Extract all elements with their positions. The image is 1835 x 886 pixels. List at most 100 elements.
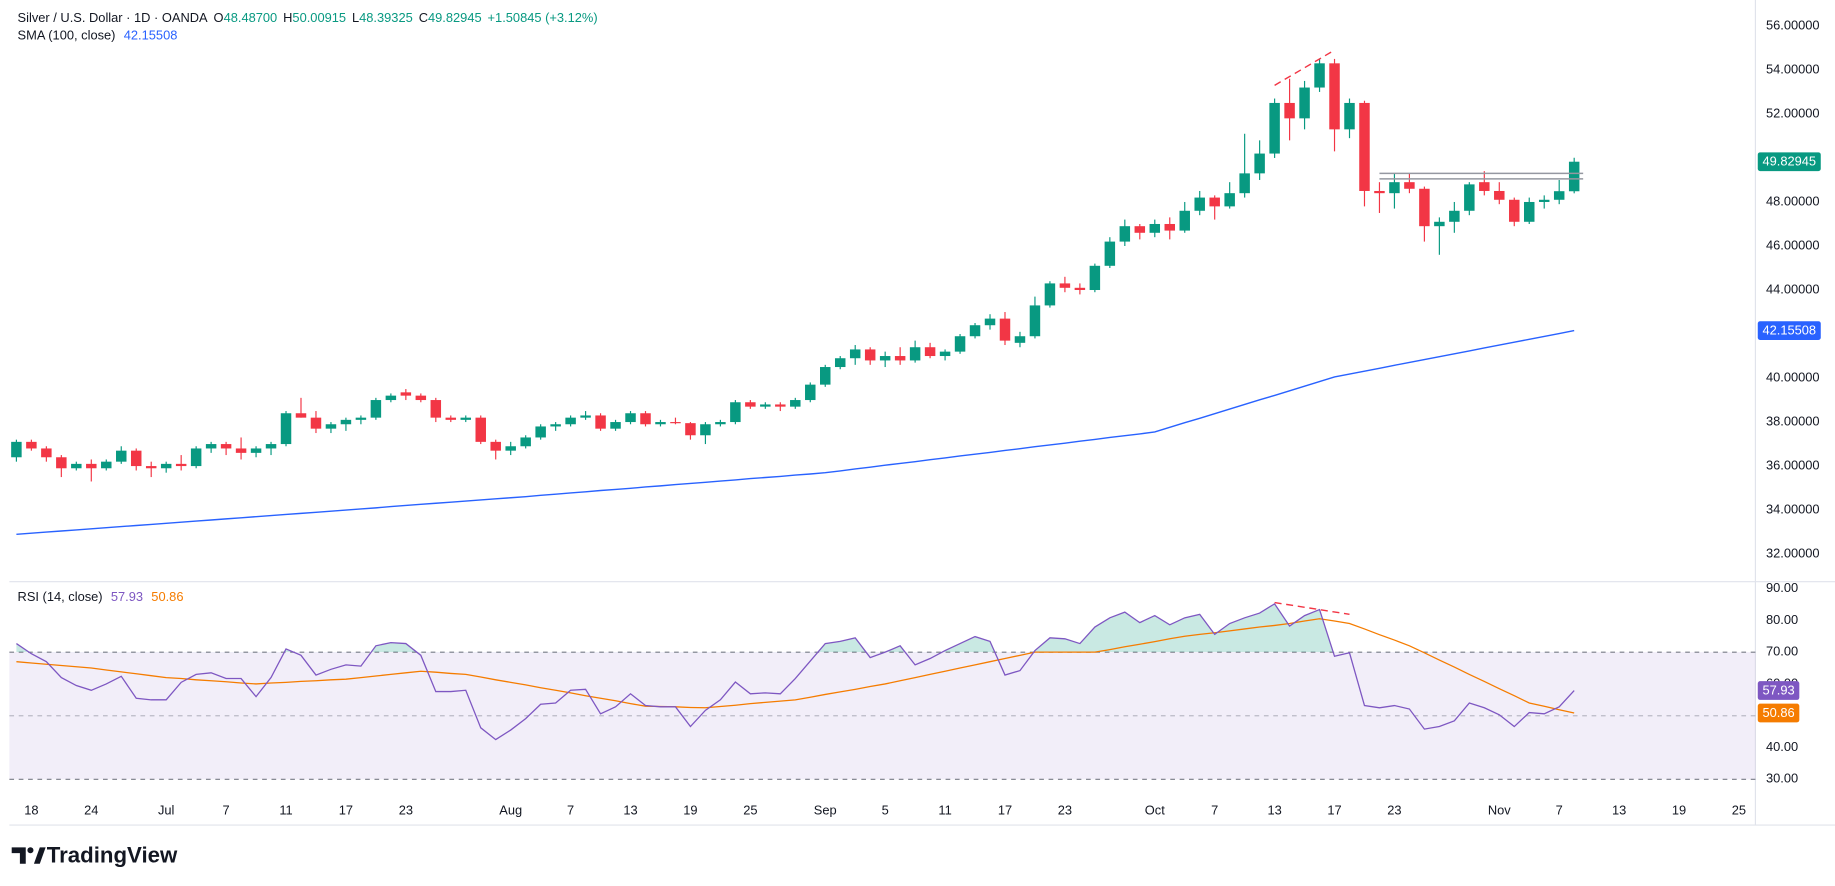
candle-body [1014, 336, 1026, 343]
last-price-badge-text: 49.82945 [1762, 154, 1816, 169]
candle-body [130, 450, 142, 467]
candle-body [1059, 283, 1071, 288]
candle-body [1524, 201, 1535, 222]
x-tick-label: 13 [1267, 802, 1281, 817]
candle-body [1044, 283, 1056, 306]
logo-slash [33, 847, 46, 864]
candle-body [715, 422, 726, 425]
x-tick-label: 11 [279, 802, 292, 817]
candle-body [700, 424, 711, 436]
sma-line [16, 329, 1575, 535]
x-tick-label: 11 [938, 802, 951, 817]
rsi-badge: 57.93 [1757, 681, 1800, 700]
candle-body [310, 417, 322, 429]
candle-body [1029, 305, 1041, 337]
candle-body [205, 444, 217, 449]
candle-body [415, 395, 427, 401]
candle-body [939, 351, 951, 357]
rsi-badge: 50.86 [1757, 703, 1800, 723]
candle-body [11, 441, 22, 458]
candle-body [1134, 226, 1146, 233]
candle-body [655, 422, 666, 425]
x-tick-label: 17 [339, 802, 353, 817]
change-value: +1.50845 (+3.12%) [488, 10, 598, 25]
candle-body [834, 358, 846, 368]
sma-value: 42.15508 [124, 28, 178, 43]
candle-body [894, 356, 906, 361]
candle-body [565, 417, 576, 425]
candle-body [1149, 223, 1161, 233]
candle-body [280, 413, 292, 445]
candle-body [1299, 87, 1310, 119]
candle-body [1284, 102, 1295, 119]
candle-body [760, 404, 771, 407]
rsi-badge-text: 50.86 [1762, 705, 1794, 720]
candle-body [580, 415, 591, 418]
logo-dot [27, 847, 34, 854]
x-tick-label: Nov [1488, 802, 1511, 817]
candle-body [475, 417, 486, 442]
high-label: H [283, 10, 292, 25]
sma-badge: 42.15508 [1757, 321, 1821, 340]
trend-line [1274, 601, 1350, 616]
candle-body [1464, 184, 1475, 211]
candle-body [999, 318, 1011, 341]
candle-body [550, 424, 561, 427]
x-tick-label: 13 [623, 802, 637, 817]
low-label: L [352, 10, 359, 25]
candle-body [41, 448, 52, 458]
candle-body [535, 426, 546, 438]
x-tick-label: 25 [743, 802, 757, 817]
candle-body [86, 463, 97, 469]
symbol-title: Silver / U.S. Dollar · 1D · OANDA [18, 10, 208, 25]
candle-body [1329, 63, 1340, 130]
candle-body [101, 461, 112, 469]
candle-body [640, 413, 651, 425]
candle-body [730, 402, 741, 423]
x-tick-label: 25 [1732, 802, 1746, 817]
candle-body [325, 424, 337, 429]
rsi-badge-text: 57.93 [1762, 683, 1794, 698]
candle-body [505, 446, 516, 451]
candle-body [235, 448, 247, 453]
candle-body [685, 423, 696, 436]
x-tick-label: 7 [1211, 802, 1218, 817]
y-tick-label: 40.00 [1766, 739, 1798, 754]
candle-body [1119, 226, 1131, 242]
low-value: 48.39325 [359, 10, 413, 25]
candle-body [1479, 182, 1490, 191]
y-tick-label: 34.00000 [1766, 501, 1820, 516]
x-tick-label: Sep [814, 802, 837, 817]
last-price-badge: 49.82945 [1757, 152, 1821, 172]
mark-layer [11, 49, 1584, 741]
x-tick-label: 5 [882, 802, 889, 817]
candle-body [1164, 223, 1175, 231]
candle-body [1419, 188, 1430, 227]
brand-name: TradingView [47, 843, 178, 868]
candle-body [116, 450, 127, 462]
sma-badge-box [1757, 321, 1821, 340]
candle-body [984, 318, 996, 326]
tradingview-logo: TradingView [11, 843, 178, 868]
candle-body [909, 347, 921, 361]
x-tick-label: 18 [24, 802, 38, 817]
overbought-fill [16, 603, 1334, 653]
candle-body [1553, 191, 1565, 200]
x-tick-label: 17 [998, 802, 1012, 817]
open-label: O [214, 10, 224, 25]
candle-body [400, 392, 412, 396]
candle-body [460, 417, 472, 420]
candle-body [190, 448, 202, 467]
y-tick-label: 40.00000 [1766, 369, 1820, 384]
last-price-badge-box [1757, 152, 1821, 172]
candle-body [250, 448, 262, 453]
logo-mark [11, 847, 26, 864]
y-tick-label: 80.00 [1766, 612, 1798, 627]
candle-body [355, 417, 367, 420]
candle-body [1374, 190, 1385, 194]
candle-body [71, 463, 82, 469]
candle-body [430, 400, 442, 418]
sma-badge-text: 42.15508 [1762, 323, 1816, 338]
candle-body [520, 437, 531, 447]
